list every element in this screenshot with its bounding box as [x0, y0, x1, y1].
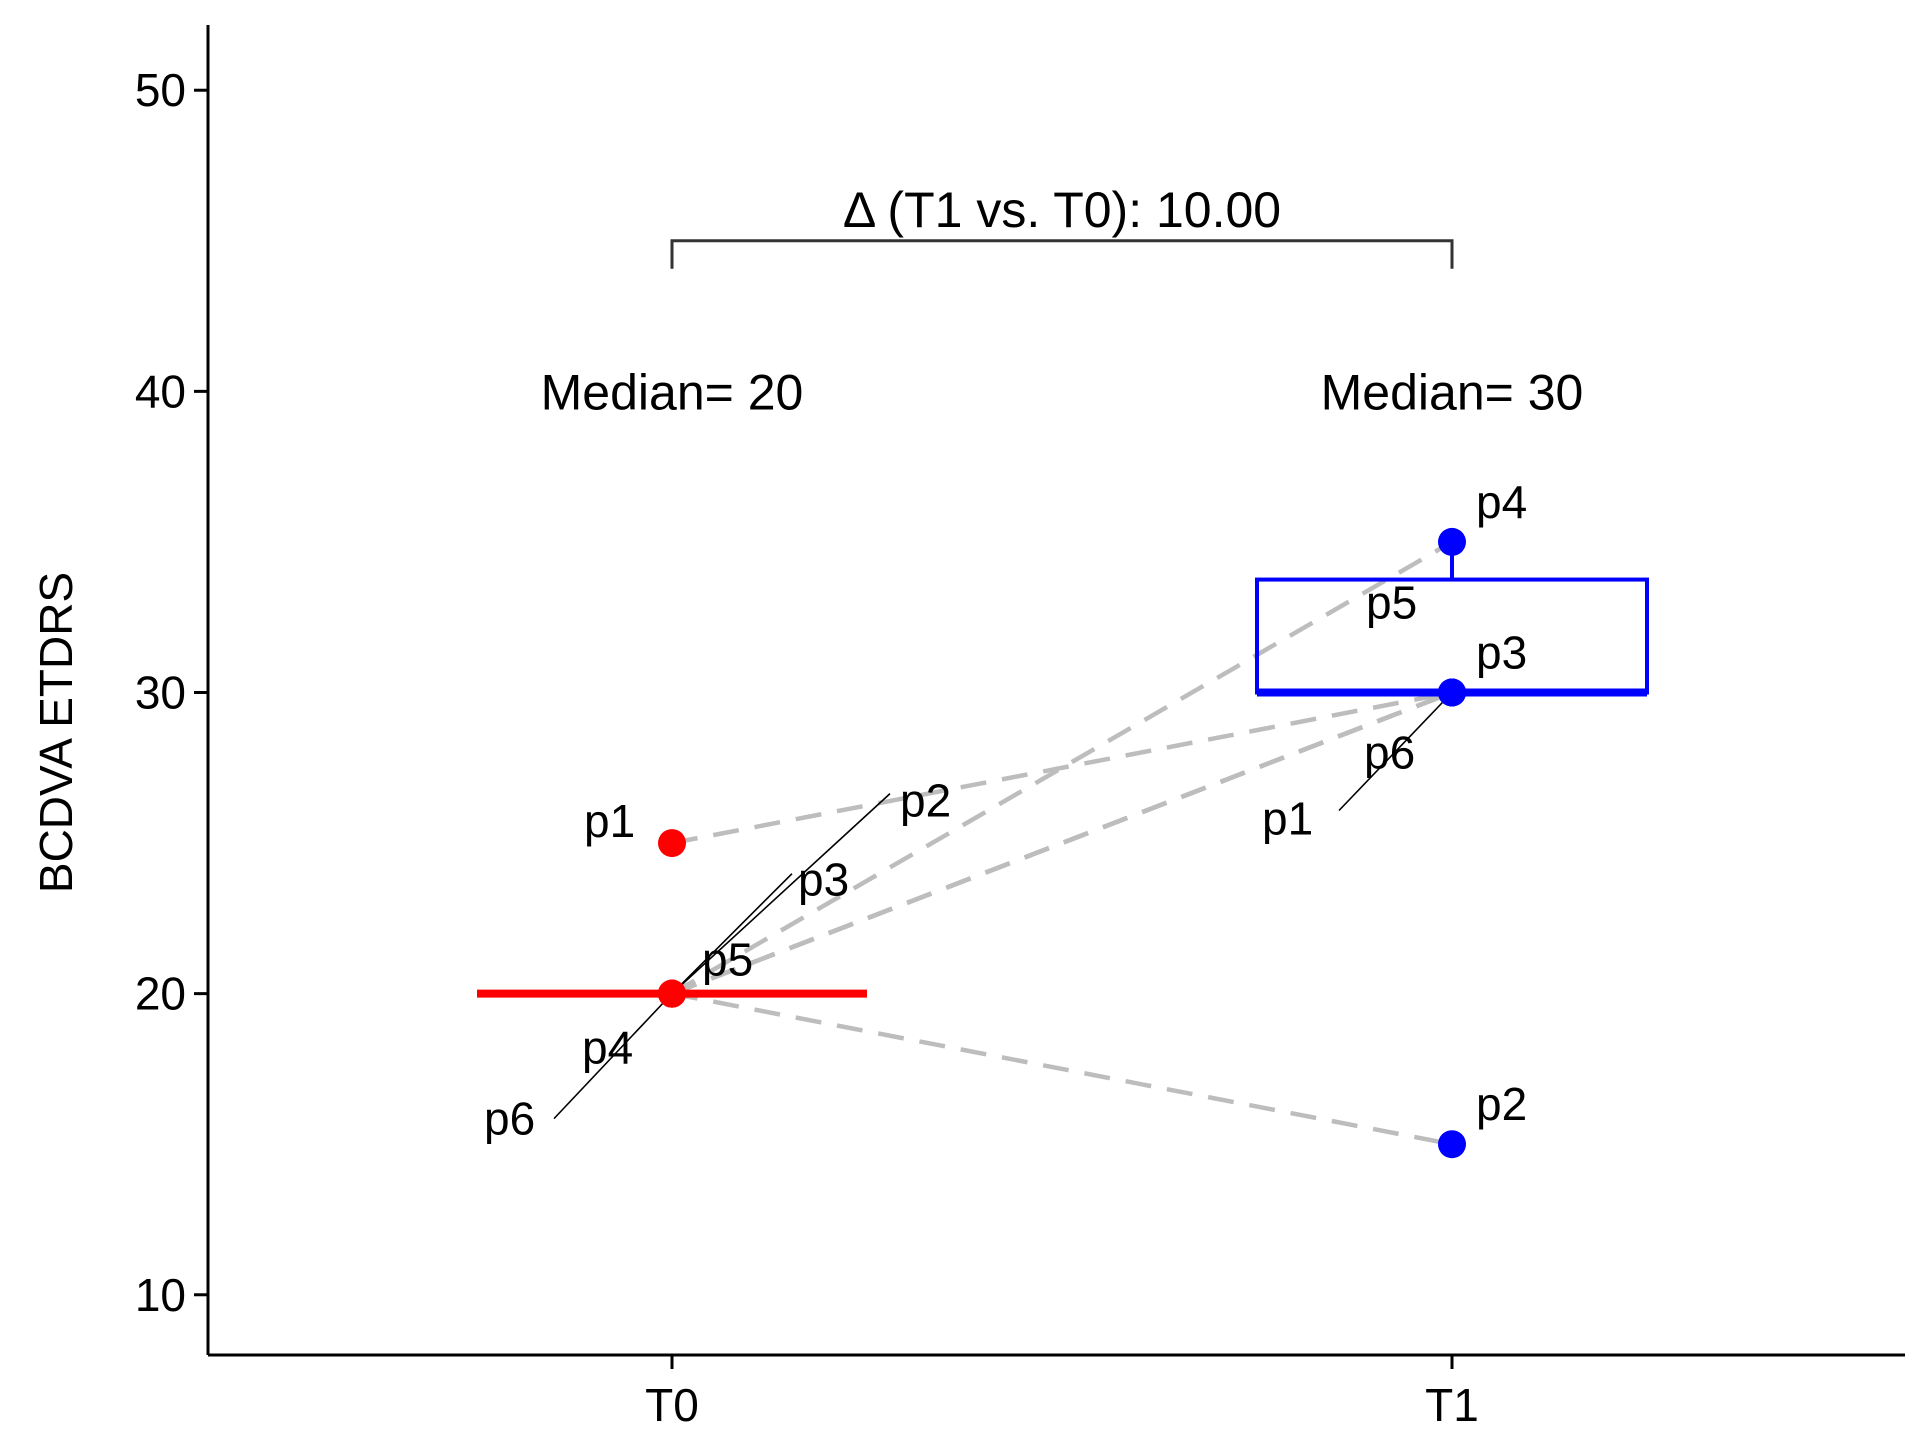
y-axis-title: BCDVA ETDRS	[30, 572, 82, 893]
t1-label-p6: p6	[1364, 727, 1415, 779]
y-tick-label: 20	[135, 968, 186, 1020]
x-tick-label: T0	[645, 1379, 699, 1431]
t0-label-p5: p5	[702, 934, 753, 986]
annotations: Median= 20 Median= 30 Δ (T1 vs. T0): 10.00	[541, 182, 1584, 421]
y-tick-label: 50	[135, 64, 186, 116]
pair-line-p1	[671, 690, 1453, 846]
t0-leader-p2	[671, 793, 891, 995]
axes: 10 20 30 40 50 T0 T1 BCDVA ETDRS	[30, 25, 1905, 1431]
comparison-label: Δ (T1 vs. T0): 10.00	[843, 182, 1281, 238]
t1-label-p4: p4	[1476, 476, 1527, 528]
comparison-bracket	[670, 239, 1454, 269]
y-tick-label: 10	[135, 1269, 186, 1321]
y-tick-label: 30	[135, 667, 186, 719]
pair-lines	[670, 539, 1454, 1147]
t0-label-p6: p6	[484, 1093, 535, 1145]
t1-label-p1: p1	[1262, 793, 1313, 845]
t1-label-p2: p2	[1476, 1078, 1527, 1130]
t1-median-label: Median= 30	[1321, 364, 1584, 420]
t0-median-label: Median= 20	[541, 364, 804, 420]
t1-label-p3: p3	[1476, 627, 1527, 679]
t0-label-p4: p4	[582, 1022, 633, 1074]
pair-line-p2	[671, 991, 1453, 1147]
t0-label-p3: p3	[798, 854, 849, 906]
t1-box	[1255, 577, 1649, 695]
x-tick-label: T1	[1425, 1379, 1479, 1431]
point-labels: p1 p2 p3 p4 p5 p6 p1 p2 p3 p4 p5 p6	[484, 476, 1527, 1145]
pair-line-p5	[671, 690, 1453, 996]
pair-line-p3	[671, 690, 1453, 996]
t1-point-p6	[1438, 678, 1466, 707]
t1-label-p5: p5	[1366, 577, 1417, 629]
t0-label-p1: p1	[584, 795, 635, 847]
points	[658, 527, 1466, 1159]
t0-leader-p6	[553, 993, 673, 1120]
t1-point-p2	[1438, 1130, 1466, 1159]
t1-leader-p1	[1338, 691, 1453, 812]
t0-point-p1	[658, 829, 686, 858]
y-tick-label: 40	[135, 365, 186, 417]
t0-label-p2: p2	[900, 775, 951, 827]
pair-line-p6	[671, 690, 1453, 996]
label-leaders	[553, 691, 1453, 1120]
pair-line-p4	[670, 539, 1454, 996]
t1-point-p4	[1438, 527, 1466, 556]
t0-point-p6	[658, 979, 686, 1008]
t0-leader-p3	[671, 873, 793, 995]
